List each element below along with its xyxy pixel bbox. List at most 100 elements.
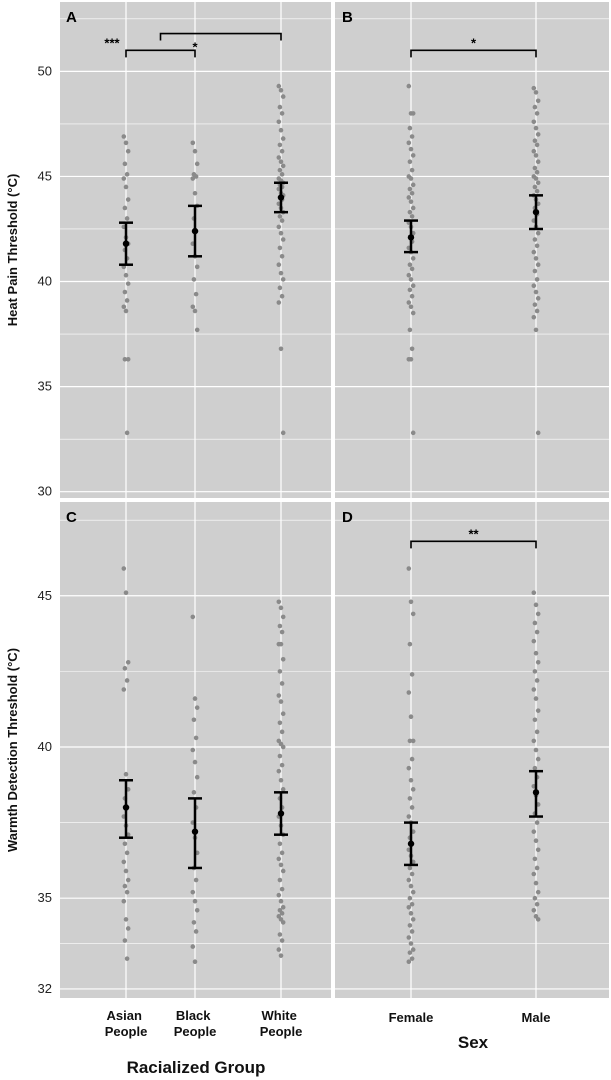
data-point	[534, 142, 540, 148]
y-tick-label: 45	[38, 588, 52, 603]
data-point	[534, 729, 540, 735]
data-point	[190, 140, 196, 146]
data-point	[410, 430, 416, 436]
data-point	[278, 346, 284, 352]
data-point	[280, 744, 286, 750]
data-point	[124, 216, 130, 221]
data-point	[531, 148, 537, 154]
data-point	[279, 911, 285, 916]
y-tick-label: 40	[38, 274, 52, 289]
data-point	[409, 214, 415, 219]
data-point	[406, 877, 412, 883]
panel-a: *** * A	[60, 2, 331, 498]
x-category-female: Female	[389, 1010, 434, 1025]
data-point	[278, 953, 284, 958]
data-point	[194, 327, 200, 333]
mean-point	[407, 840, 415, 847]
data-point	[535, 430, 541, 436]
data-point	[410, 111, 416, 116]
significance-bracket	[410, 49, 537, 58]
data-point	[125, 148, 131, 154]
data-point	[532, 856, 538, 862]
data-point	[410, 889, 416, 895]
data-point	[278, 777, 284, 783]
data-point	[190, 747, 196, 753]
data-point	[407, 159, 413, 165]
data-point	[280, 920, 286, 925]
data-point	[532, 268, 538, 274]
data-point	[533, 176, 539, 181]
data-point	[124, 172, 130, 177]
data-point	[193, 291, 199, 297]
data-point	[408, 911, 414, 916]
data-point	[125, 197, 131, 202]
data-point	[280, 163, 286, 169]
data-point	[535, 611, 541, 617]
data-point	[194, 774, 200, 780]
data-point	[276, 155, 282, 160]
mean-point	[407, 234, 415, 241]
data-point	[532, 765, 538, 771]
data-point	[531, 907, 537, 913]
data-point	[193, 877, 199, 883]
data-point	[121, 134, 127, 139]
data-point	[192, 759, 198, 765]
data-point	[278, 270, 284, 276]
data-point	[279, 148, 285, 154]
data-point	[193, 929, 199, 934]
data-point	[280, 94, 286, 99]
data-point	[534, 277, 540, 282]
x-categories-sex: Female Male	[389, 1010, 551, 1025]
mean-point	[191, 227, 199, 235]
data-point	[406, 814, 412, 819]
data-point	[191, 790, 197, 795]
data-point	[191, 717, 197, 723]
y-tick-label: 35	[38, 890, 52, 905]
data-point	[535, 180, 541, 186]
data-point	[278, 898, 284, 904]
data-point	[408, 356, 414, 362]
data-point	[534, 629, 540, 635]
data-point	[279, 111, 285, 116]
data-point	[406, 690, 412, 695]
data-point	[408, 599, 414, 605]
data-point	[531, 638, 537, 644]
data-point	[192, 959, 198, 965]
data-point	[408, 176, 414, 181]
data-point	[406, 765, 412, 771]
data-point	[125, 926, 131, 931]
data-point	[125, 659, 131, 665]
data-point	[122, 883, 128, 889]
data-point	[277, 285, 283, 291]
data-point	[408, 304, 414, 310]
data-point	[407, 327, 413, 333]
significance-label: *	[192, 39, 198, 54]
data-point	[410, 310, 416, 316]
data-point	[407, 950, 413, 955]
data-point	[410, 787, 416, 792]
y-tick-label: 50	[38, 63, 52, 78]
data-point	[192, 308, 198, 314]
data-point	[124, 430, 130, 436]
data-point	[277, 877, 283, 883]
data-point	[124, 678, 130, 683]
data-point	[277, 932, 283, 937]
data-point	[533, 125, 539, 131]
data-point	[535, 296, 541, 301]
data-point	[123, 272, 129, 278]
data-point	[533, 880, 539, 886]
panel-a-label: A	[66, 9, 77, 26]
data-point	[409, 266, 415, 272]
panel-d-points	[406, 566, 541, 965]
data-point	[280, 237, 286, 242]
data-point	[534, 901, 540, 907]
data-point	[408, 777, 414, 783]
data-point	[532, 620, 538, 626]
data-point	[410, 283, 416, 289]
data-point	[531, 871, 537, 877]
data-point	[278, 127, 284, 133]
data-point	[532, 184, 538, 190]
data-point	[409, 672, 415, 677]
panel-a-y-ticks: 30 35 40 45 50	[38, 63, 52, 498]
